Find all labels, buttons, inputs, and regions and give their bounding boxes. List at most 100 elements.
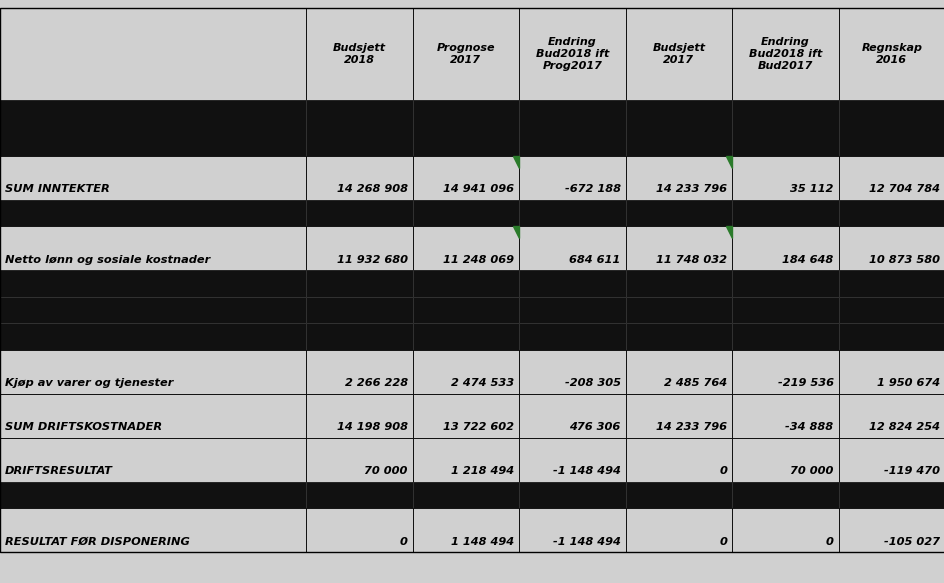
Text: Kjøp av varer og tjenester: Kjøp av varer og tjenester (5, 378, 173, 388)
Bar (732, 100, 837, 156)
Bar (306, 508, 413, 552)
Bar (518, 482, 625, 508)
Bar (518, 270, 625, 297)
Bar (518, 156, 625, 199)
Bar (413, 226, 518, 270)
Text: 14 268 908: 14 268 908 (336, 184, 407, 194)
Text: 14 941 096: 14 941 096 (443, 184, 514, 194)
Text: SUM DRIFTSKOSTNADER: SUM DRIFTSKOSTNADER (5, 422, 162, 432)
Bar (306, 394, 413, 438)
Bar (625, 270, 732, 297)
Text: 0: 0 (718, 536, 726, 547)
Text: Endring
Bud2018 ift
Bud2017: Endring Bud2018 ift Bud2017 (748, 37, 821, 71)
Bar (413, 8, 518, 100)
Text: 14 233 796: 14 233 796 (655, 184, 726, 194)
Text: 12 704 784: 12 704 784 (868, 184, 939, 194)
Bar (413, 100, 518, 156)
Bar (0, 8, 306, 100)
Bar (0, 350, 306, 394)
Text: 1 218 494: 1 218 494 (450, 466, 514, 476)
Text: 11 748 032: 11 748 032 (655, 255, 726, 265)
Bar (413, 270, 518, 297)
Text: 70 000: 70 000 (363, 466, 407, 476)
Bar (306, 438, 413, 482)
Bar (837, 226, 944, 270)
Bar (518, 199, 625, 226)
Text: Budsjett
2018: Budsjett 2018 (332, 43, 385, 65)
Text: 13 722 602: 13 722 602 (443, 422, 514, 432)
Text: 184 648: 184 648 (782, 255, 833, 265)
Bar (306, 323, 413, 350)
Bar (625, 350, 732, 394)
Text: 70 000: 70 000 (789, 466, 833, 476)
Bar (0, 438, 306, 482)
Bar (518, 226, 625, 270)
Text: -208 305: -208 305 (564, 378, 620, 388)
Text: SUM INNTEKTER: SUM INNTEKTER (5, 184, 110, 194)
Text: -105 027: -105 027 (883, 536, 939, 547)
Bar (413, 199, 518, 226)
Bar (837, 297, 944, 323)
Text: 10 873 580: 10 873 580 (868, 255, 939, 265)
Polygon shape (725, 156, 732, 168)
Bar (837, 100, 944, 156)
Bar (306, 156, 413, 199)
Bar (518, 323, 625, 350)
Bar (518, 394, 625, 438)
Bar (518, 8, 625, 100)
Bar (306, 482, 413, 508)
Bar (413, 508, 518, 552)
Bar (0, 199, 306, 226)
Bar (732, 482, 837, 508)
Bar (837, 394, 944, 438)
Polygon shape (513, 226, 518, 238)
Bar (837, 323, 944, 350)
Bar (306, 350, 413, 394)
Bar (625, 8, 732, 100)
Bar (413, 297, 518, 323)
Bar (837, 199, 944, 226)
Bar (413, 156, 518, 199)
Text: 12 824 254: 12 824 254 (868, 422, 939, 432)
Text: DRIFTSRESULTAT: DRIFTSRESULTAT (5, 466, 112, 476)
Bar (732, 8, 837, 100)
Polygon shape (513, 156, 518, 168)
Bar (837, 350, 944, 394)
Bar (625, 226, 732, 270)
Bar (732, 199, 837, 226)
Text: 2 485 764: 2 485 764 (664, 378, 726, 388)
Text: -1 148 494: -1 148 494 (552, 466, 620, 476)
Bar (0, 297, 306, 323)
Text: 1 148 494: 1 148 494 (450, 536, 514, 547)
Bar (732, 350, 837, 394)
Text: -1 148 494: -1 148 494 (552, 536, 620, 547)
Text: -219 536: -219 536 (777, 378, 833, 388)
Text: 11 248 069: 11 248 069 (443, 255, 514, 265)
Bar (413, 323, 518, 350)
Bar (837, 482, 944, 508)
Bar (732, 156, 837, 199)
Text: 684 611: 684 611 (568, 255, 620, 265)
Bar (732, 394, 837, 438)
Bar (306, 100, 413, 156)
Polygon shape (725, 226, 732, 238)
Bar (518, 350, 625, 394)
Bar (837, 438, 944, 482)
Bar (0, 323, 306, 350)
Text: 476 306: 476 306 (568, 422, 620, 432)
Bar (306, 226, 413, 270)
Text: 11 932 680: 11 932 680 (336, 255, 407, 265)
Text: -119 470: -119 470 (883, 466, 939, 476)
Bar (518, 438, 625, 482)
Bar (0, 270, 306, 297)
Text: 14 198 908: 14 198 908 (336, 422, 407, 432)
Bar (837, 8, 944, 100)
Bar (0, 100, 306, 156)
Text: Netto lønn og sosiale kostnader: Netto lønn og sosiale kostnader (5, 255, 210, 265)
Bar (732, 226, 837, 270)
Text: Budsjett
2017: Budsjett 2017 (651, 43, 704, 65)
Bar (413, 394, 518, 438)
Bar (0, 394, 306, 438)
Bar (0, 508, 306, 552)
Bar (413, 438, 518, 482)
